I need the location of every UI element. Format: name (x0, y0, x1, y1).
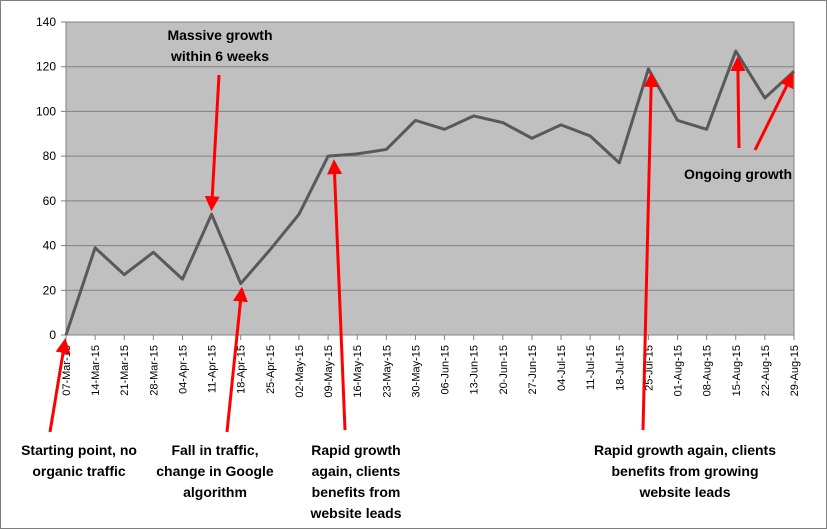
y-axis-ticks: 0 20 40 60 80 100 120 140 (36, 15, 66, 342)
y-tick-label: 100 (36, 104, 56, 118)
x-tick-label: 30-May-15 (410, 345, 422, 398)
x-tick-label: 13-Jun-15 (469, 345, 481, 395)
arrow-rapid-2 (641, 71, 659, 431)
arrow-ongoing-1 (730, 56, 746, 149)
annotation-arrows (48, 56, 794, 433)
arrow-peak (204, 74, 221, 212)
x-axis-ticks: 07-Mar-15 14-Mar-15 21-Mar-15 28-Mar-15 04-A… (61, 335, 801, 398)
x-tick-label: 25-Jul-15 (643, 345, 655, 391)
annotation-rapid-growth-1: Rapid growth again, clients benefits fro… (310, 442, 402, 521)
y-tick-label: 40 (43, 239, 57, 253)
plot-area (65, 21, 795, 336)
x-tick-label: 23-May-15 (381, 345, 393, 398)
x-tick-label: 11-Apr-15 (207, 345, 219, 393)
traffic-series-line (64, 49, 796, 336)
annotation-start: Starting point, no organic traffic (21, 442, 137, 479)
y-tick-label: 20 (43, 283, 57, 297)
x-tick-label: 22-Aug-15 (760, 345, 772, 396)
x-tick-label: 20-Jun-15 (498, 345, 510, 395)
annotation-massive-growth: Massive growth within 6 weeks (167, 27, 273, 64)
x-tick-label: 04-Jul-15 (556, 345, 568, 391)
x-tick-label: 09-May-15 (323, 345, 335, 398)
x-tick-label: 16-May-15 (352, 345, 364, 398)
annotation-fall-in-traffic: Fall in traffic, change in Google algori… (156, 442, 274, 500)
x-tick-label: 11-Jul-15 (585, 345, 597, 390)
x-tick-label: 14-Mar-15 (90, 345, 102, 396)
x-tick-label: 28-Mar-15 (148, 345, 160, 396)
x-tick-label: 18-Apr-15 (236, 345, 248, 394)
y-tick-label: 120 (36, 60, 56, 74)
x-tick-label: 25-Apr-15 (265, 345, 277, 394)
y-tick-label: 80 (43, 149, 57, 163)
x-tick-label: 29-Aug-15 (789, 345, 801, 396)
x-tick-label: 08-Aug-15 (702, 345, 714, 396)
x-tick-label: 21-Mar-15 (119, 345, 131, 396)
annotation-rapid-growth-2: Rapid growth again, clients benefits fro… (593, 442, 777, 500)
y-tick-label: 60 (43, 194, 57, 208)
y-tick-label: 0 (49, 328, 56, 342)
x-tick-label: 04-Apr-15 (177, 345, 189, 394)
x-tick-label: 07-Mar-15 (61, 345, 73, 396)
x-tick-label: 06-Jun-15 (440, 345, 452, 395)
arrow-rapid-1 (327, 159, 347, 431)
x-tick-label: 15-Aug-15 (731, 345, 743, 396)
arrow-ongoing-2 (753, 72, 794, 151)
arrow-start (48, 338, 71, 433)
arrow-fall (225, 286, 248, 433)
annotation-ongoing-growth: Ongoing growth (683, 166, 793, 182)
x-tick-label: 18-Jul-15 (614, 345, 626, 391)
x-tick-label: 02-May-15 (294, 345, 306, 398)
x-tick-label: 01-Aug-15 (673, 345, 685, 396)
gridlines (66, 21, 794, 336)
x-tick-label: 27-Jun-15 (527, 345, 539, 395)
y-tick-label: 140 (36, 15, 56, 29)
